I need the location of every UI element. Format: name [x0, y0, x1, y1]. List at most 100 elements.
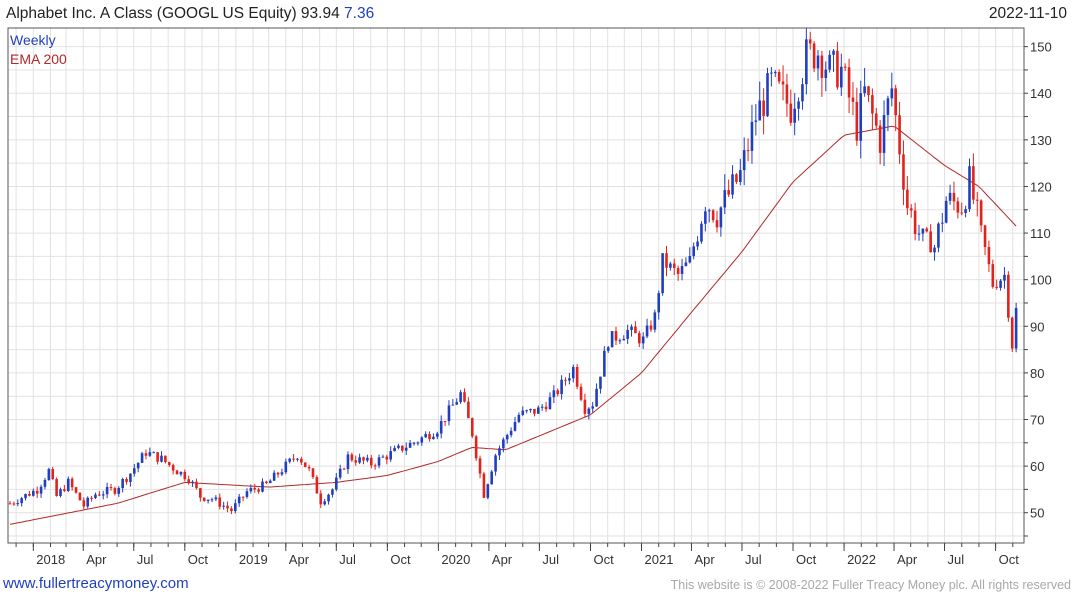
candle-body: [964, 209, 967, 213]
candle-body: [575, 366, 579, 387]
candle-body: [455, 402, 459, 405]
candle-body: [195, 481, 198, 489]
candle-body: [552, 390, 556, 398]
candle-body: [816, 55, 820, 69]
last-price: 93.94: [300, 5, 340, 22]
candle-body: [1014, 307, 1018, 349]
candle-body: [626, 329, 629, 339]
candle-body: [909, 208, 913, 211]
candle-body: [315, 477, 319, 494]
candle-body: [995, 286, 998, 288]
candle-body: [785, 84, 789, 104]
candle-body: [568, 378, 571, 381]
candle-body: [82, 500, 86, 507]
candle-body: [133, 468, 136, 474]
candle-body: [494, 455, 497, 472]
candle-body: [688, 256, 692, 263]
candle-body: [183, 471, 187, 480]
candle-body: [234, 503, 237, 512]
candle-body: [618, 340, 622, 342]
candle-body: [933, 247, 936, 253]
candle-body: [680, 266, 684, 274]
candle-body: [346, 454, 350, 470]
candle-body: [148, 452, 152, 456]
candle-body: [432, 436, 435, 440]
candle-body: [548, 397, 552, 410]
candle-body: [781, 81, 785, 85]
candle-body: [696, 241, 699, 247]
candle-body: [16, 503, 20, 505]
candle-body: [525, 410, 528, 412]
candle-body: [560, 379, 563, 395]
candle-body: [167, 462, 171, 466]
candle-body: [175, 470, 179, 475]
chart-title: Alphabet Inc. A Class (GOOGL US Equity) …: [6, 5, 374, 23]
candle-body: [268, 480, 272, 484]
candle-body: [719, 207, 723, 228]
candle-body: [894, 88, 897, 116]
candle-body: [960, 212, 964, 214]
candle-body: [991, 264, 995, 287]
candle-body: [144, 453, 148, 456]
candle-body: [956, 201, 960, 213]
candle-body: [599, 376, 602, 389]
x-tick-label: Apr: [694, 552, 715, 567]
candle-body: [117, 487, 121, 494]
x-axis: 2018 Apr Jul Oct 2019 Apr Jul Oct 2020 Apr Jul Oct 2…: [15, 543, 1020, 567]
x-tick-label: Oct: [593, 552, 614, 567]
candle-body: [420, 437, 424, 443]
x-tick-label: 2020: [441, 552, 470, 567]
candle-body: [377, 457, 381, 466]
candle-body: [109, 486, 113, 489]
candle-body: [610, 331, 614, 348]
candle-body: [540, 406, 544, 408]
candle-body: [882, 114, 886, 153]
candle-body: [447, 405, 451, 422]
candle-body: [929, 231, 932, 253]
candle-body: [381, 456, 385, 458]
x-tick-label: Apr: [897, 552, 918, 567]
candle-body: [700, 223, 703, 242]
y-tick-label: 150: [1030, 40, 1052, 55]
candle-body: [987, 247, 991, 265]
candle-body: [338, 468, 342, 478]
candle-body: [369, 457, 373, 466]
candle-body: [129, 473, 132, 482]
candle-body: [90, 497, 93, 499]
candle-body: [770, 72, 773, 74]
candle-body: [921, 228, 925, 234]
candle-body: [428, 434, 431, 440]
candle-body: [354, 460, 358, 463]
candle-body: [937, 223, 940, 248]
candle-body: [35, 490, 39, 494]
x-tick-label: Oct: [999, 552, 1020, 567]
candle-body: [544, 406, 548, 410]
candle-body: [276, 472, 280, 475]
candle-body: [502, 439, 505, 449]
candle-body: [43, 479, 47, 487]
x-tick-label: Apr: [86, 552, 107, 567]
candle-body: [331, 489, 334, 495]
candle-body: [972, 166, 975, 200]
candle-body: [630, 326, 633, 330]
x-tick-label: 2022: [847, 552, 876, 567]
candle-body: [902, 154, 905, 190]
candle-body: [187, 479, 190, 483]
legend-ema-200: EMA 200: [10, 51, 67, 67]
candle-body: [319, 493, 323, 505]
plot-frame: [7, 27, 1025, 544]
candle-body: [731, 174, 734, 195]
candle-body: [723, 190, 727, 208]
candle-body: [265, 481, 268, 484]
x-tick-label: 2018: [36, 552, 65, 567]
candle-body: [707, 210, 711, 212]
y-tick-label: 100: [1030, 273, 1052, 288]
candle-body: [300, 458, 303, 463]
site-link[interactable]: www.fullertreacymoney.com: [3, 575, 189, 592]
y-tick-label: 90: [1030, 319, 1044, 334]
candle-body: [735, 174, 738, 182]
candle-body: [657, 293, 661, 313]
candlestick-series: [8, 27, 1018, 515]
candle-body: [746, 150, 750, 152]
candle-body: [307, 467, 311, 469]
